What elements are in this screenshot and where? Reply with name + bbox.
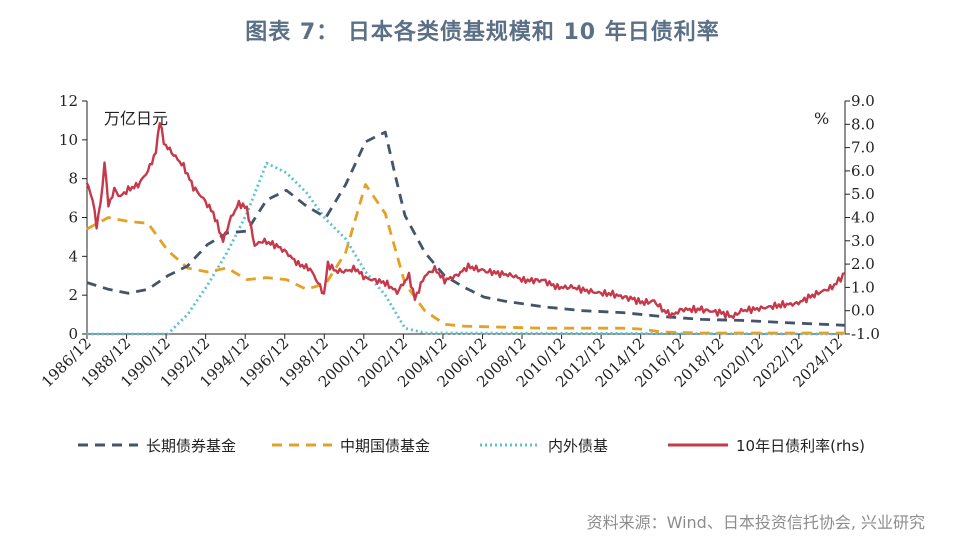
series-line-0 [86,130,846,327]
left-tick-label: 0 [68,325,78,343]
legend-label-2: 内外债基 [548,437,608,455]
series-line-1 [86,183,845,335]
series-lines [85,122,846,336]
legend-label-0: 长期债券基金 [146,437,236,455]
right-tick-label: 7.0 [851,139,875,157]
legend-label-3: 10年日债利率(rhs) [736,437,865,455]
right-tick-label: 5.0 [851,185,875,203]
left-tick-label: 6 [68,209,78,227]
right-tick-label: 3.0 [851,232,875,250]
left-tick-label: 4 [68,247,78,265]
left-tick-label: 12 [59,92,78,110]
source-note: 资料来源：Wind、日本投资信托协会, 兴业研究 [586,513,925,532]
right-unit-label: % [814,109,829,128]
left-tick-label: 2 [68,286,78,304]
right-tick-label: 2.0 [851,255,875,273]
right-tick-label: 4.0 [851,209,875,227]
chart-title: 图表 7： 日本各类债基规模和 10 年日债利率 [245,20,720,45]
left-unit-label: 万亿日元 [104,109,168,128]
right-tick-label: 6.0 [851,162,875,180]
right-tick-label: -1.0 [851,325,880,343]
left-tick-label: 8 [68,170,78,188]
axes: 0 2 4 6 8 10 12 -1.0 0.0 1.0 2.0 3.0 4.0 5.0 6.0 7.0 8.0… [38,92,880,391]
left-tick-label: 10 [59,131,78,149]
right-tick-label: 9.0 [851,92,875,110]
series-line-3 [85,122,846,320]
legend-label-1: 中期国债基金 [340,437,430,455]
series-line-2 [86,161,846,336]
legend: 长期债券基金 中期国债基金 内外债基 10年日债利率(rhs) [78,437,865,455]
right-tick-label: 0.0 [851,302,875,320]
right-tick-label: 1.0 [851,278,875,296]
right-tick-label: 8.0 [851,115,875,133]
